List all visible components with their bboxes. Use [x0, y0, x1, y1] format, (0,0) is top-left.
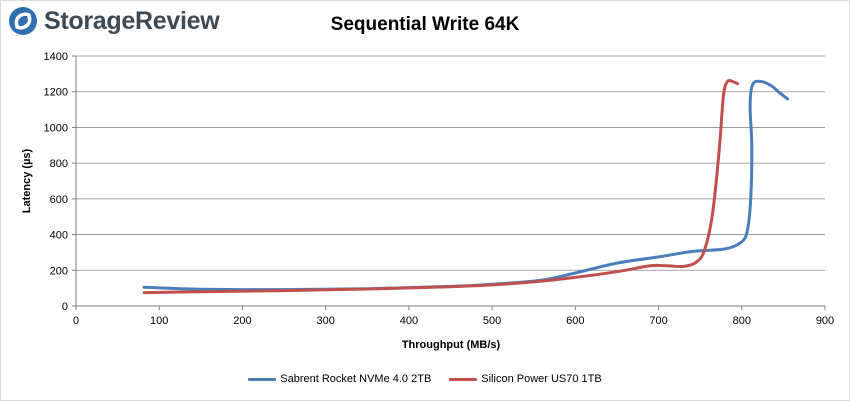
chart-title: Sequential Write 64K — [330, 14, 520, 35]
legend-label: Silicon Power US70 1TB — [481, 373, 602, 385]
x-axis-label: Throughput (MB/s) — [402, 339, 501, 351]
x-tick-label: 0 — [73, 315, 79, 327]
legend-label: Sabrent Rocket NVMe 4.0 2TB — [280, 373, 432, 385]
y-tick-label: 600 — [50, 194, 68, 206]
y-tick-label: 1200 — [44, 87, 68, 99]
y-tick-label: 1000 — [44, 122, 68, 134]
x-tick-label: 300 — [316, 315, 334, 327]
axes: 0 200 400 600 800 1000 1200 1400 0 100 200 300 400 50… — [44, 51, 835, 327]
brand-name: StorageReview — [44, 6, 220, 35]
x-tick-label: 700 — [649, 315, 667, 327]
y-tick-label: 400 — [50, 230, 68, 242]
y-tick-label: 1400 — [44, 51, 68, 63]
x-tick-label: 600 — [566, 315, 584, 327]
x-tick-label: 800 — [733, 315, 751, 327]
legend-item: Sabrent Rocket NVMe 4.0 2TB — [248, 373, 431, 385]
x-tick-label: 900 — [816, 315, 834, 327]
x-tick-label: 100 — [150, 315, 168, 327]
grid-lines — [76, 55, 825, 271]
y-tick-label: 800 — [50, 158, 68, 170]
y-tick-label: 200 — [50, 265, 68, 277]
brand-logo: StorageReview — [8, 3, 220, 39]
x-tick-label: 500 — [483, 315, 501, 327]
y-tick-label: 0 — [62, 301, 68, 313]
storagereview-logo-icon — [9, 7, 37, 35]
x-tick-label: 400 — [400, 315, 418, 327]
legend-item: Silicon Power US70 1TB — [449, 373, 602, 385]
legend: Sabrent Rocket NVMe 4.0 2TB Silicon Power… — [0, 373, 850, 385]
series-layer — [142, 78, 789, 295]
series-line-silicon-power-us70-1tb — [142, 78, 740, 295]
legend-swatch — [449, 377, 478, 381]
y-axis-label: Latency (µs) — [21, 148, 33, 213]
series-line-sabrent-rocket-nvme-4-0-2tb — [142, 79, 789, 292]
legend-swatch — [248, 377, 277, 381]
x-tick-label: 200 — [233, 315, 251, 327]
